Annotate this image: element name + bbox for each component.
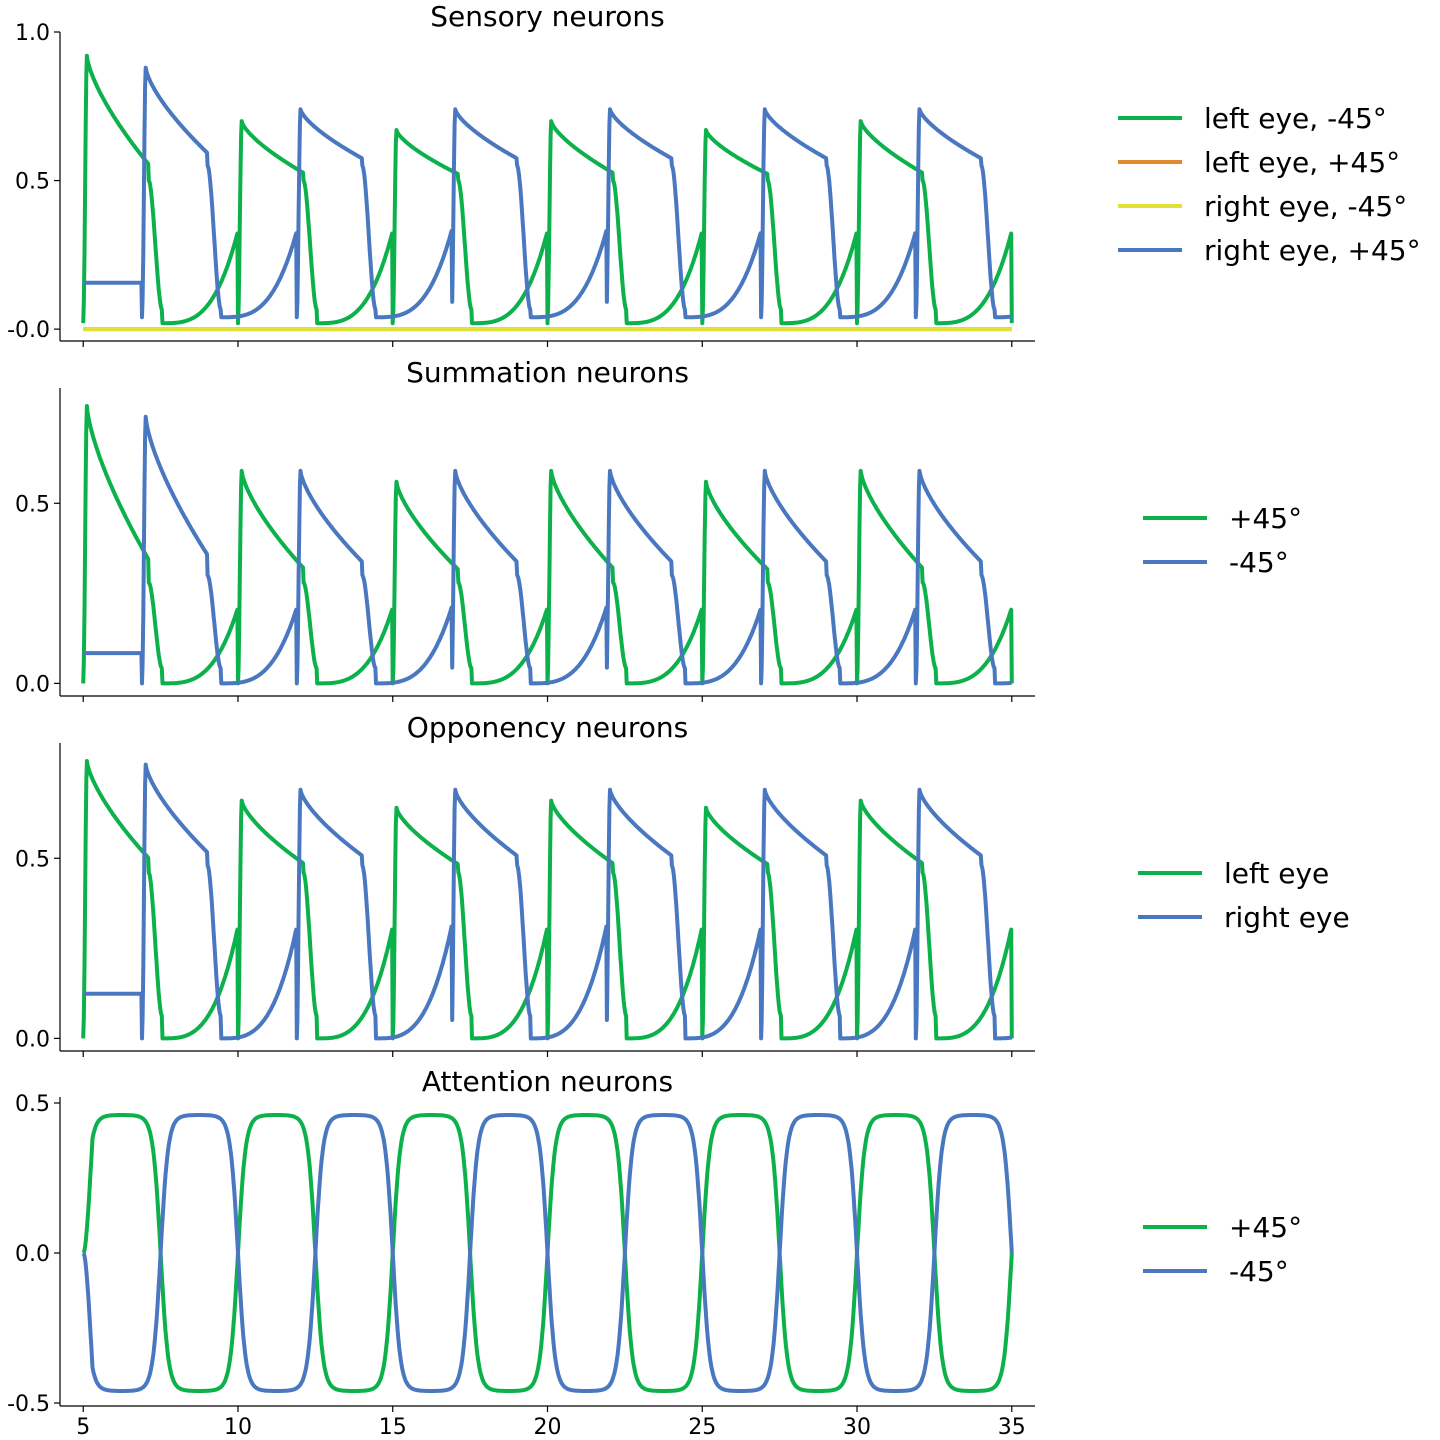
y-tick-label: 0.0 (15, 1027, 50, 1052)
y-tick-label: 0.5 (15, 847, 50, 872)
x-tick-label: 15 (379, 1415, 407, 1440)
panel-title: Sensory neurons (430, 0, 665, 33)
legend-label: left eye, -45° (1204, 102, 1387, 135)
legend-label: right eye, -45° (1204, 190, 1407, 223)
y-tick-label: 1.0 (15, 21, 50, 46)
panel-2: Summation neurons 0.5 0.0 +45° -45° (15, 356, 1302, 702)
legend-label: right eye (1224, 901, 1350, 934)
legend-label: right eye, +45° (1204, 234, 1421, 267)
x-tick-label: 35 (998, 1415, 1026, 1440)
series-line-1 (81, 759, 1014, 1041)
y-tick-label: 0.0 (15, 1242, 50, 1267)
panel-title: Attention neurons (422, 1065, 673, 1098)
legend: left eye, -45° left eye, +45° right eye, -… (1118, 102, 1421, 267)
legend-label: +45° (1229, 502, 1302, 535)
legend-label: left eye (1224, 857, 1329, 890)
x-tick-label: 25 (688, 1415, 716, 1440)
x-tick-label: 20 (534, 1415, 562, 1440)
panel-title: Summation neurons (406, 356, 689, 389)
legend-label: +45° (1229, 1211, 1302, 1244)
y-tick-label: -0.5 (7, 1392, 50, 1417)
legend: +45° -45° (1143, 502, 1302, 579)
series-line-2 (81, 414, 1014, 686)
series-line-4 (81, 65, 1014, 320)
series-line-1 (81, 404, 1014, 686)
y-tick-label: 0.5 (15, 170, 50, 195)
y-tick-label: 0.0 (15, 672, 50, 697)
y-tick-label: 0.5 (15, 1092, 50, 1117)
x-tick-label: 10 (224, 1415, 252, 1440)
series-line-2 (81, 1113, 1014, 1393)
y-tick-label: 0.5 (15, 492, 50, 517)
legend: left eye right eye (1138, 857, 1350, 934)
x-tick-label: 5 (76, 1415, 90, 1440)
x-tick-label: 30 (843, 1415, 871, 1440)
series-line-1 (81, 53, 1014, 326)
legend-label: left eye, +45° (1204, 146, 1400, 179)
legend-label: -45° (1229, 1255, 1289, 1288)
legend: +45° -45° (1143, 1211, 1302, 1288)
legend-label: -45° (1229, 546, 1289, 579)
series-line-2 (81, 762, 1014, 1041)
panel-3: Opponency neurons 0.5 0.0 left eye right eye (15, 711, 1350, 1057)
panel-4: Attention neurons 0.5 0.0 -0.5 5 10 15 20 25 30 35… (7, 1065, 1302, 1440)
panel-title: Opponency neurons (407, 711, 688, 744)
y-tick-label: -0.0 (7, 318, 50, 343)
